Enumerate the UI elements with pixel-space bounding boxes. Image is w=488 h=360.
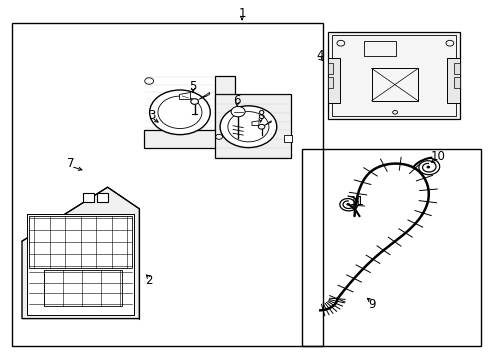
Bar <box>44 270 122 306</box>
Polygon shape <box>327 32 459 119</box>
Circle shape <box>149 90 210 135</box>
Text: 3: 3 <box>147 109 155 122</box>
Polygon shape <box>264 121 271 126</box>
Bar <box>97 193 107 202</box>
Bar <box>371 68 417 101</box>
Circle shape <box>231 107 244 117</box>
Circle shape <box>426 166 429 168</box>
Text: 11: 11 <box>349 195 364 208</box>
Text: 1: 1 <box>238 7 245 20</box>
Text: 4: 4 <box>316 49 324 62</box>
Text: 6: 6 <box>233 94 241 107</box>
Polygon shape <box>215 94 290 158</box>
Circle shape <box>258 124 264 129</box>
Polygon shape <box>22 187 139 319</box>
Text: 7: 7 <box>67 157 75 170</box>
Circle shape <box>346 203 349 205</box>
Bar <box>364 41 395 56</box>
Text: 2: 2 <box>145 274 153 287</box>
Text: 5: 5 <box>189 80 197 93</box>
Polygon shape <box>144 76 234 148</box>
Bar <box>453 77 459 88</box>
Bar <box>331 35 455 116</box>
Bar <box>327 63 333 74</box>
Polygon shape <box>198 93 209 99</box>
Polygon shape <box>327 58 339 103</box>
Text: 10: 10 <box>429 150 444 163</box>
Text: 9: 9 <box>367 298 375 311</box>
Bar <box>83 193 94 202</box>
Polygon shape <box>251 121 259 126</box>
Text: 8: 8 <box>256 109 264 122</box>
Circle shape <box>190 99 198 104</box>
Polygon shape <box>179 93 190 99</box>
Bar <box>27 214 134 315</box>
Bar <box>29 216 132 268</box>
Bar <box>302 149 480 346</box>
Bar <box>283 135 292 142</box>
Bar <box>12 23 322 346</box>
Bar <box>453 63 459 74</box>
Polygon shape <box>447 58 459 103</box>
Bar <box>327 77 333 88</box>
Circle shape <box>220 106 276 148</box>
